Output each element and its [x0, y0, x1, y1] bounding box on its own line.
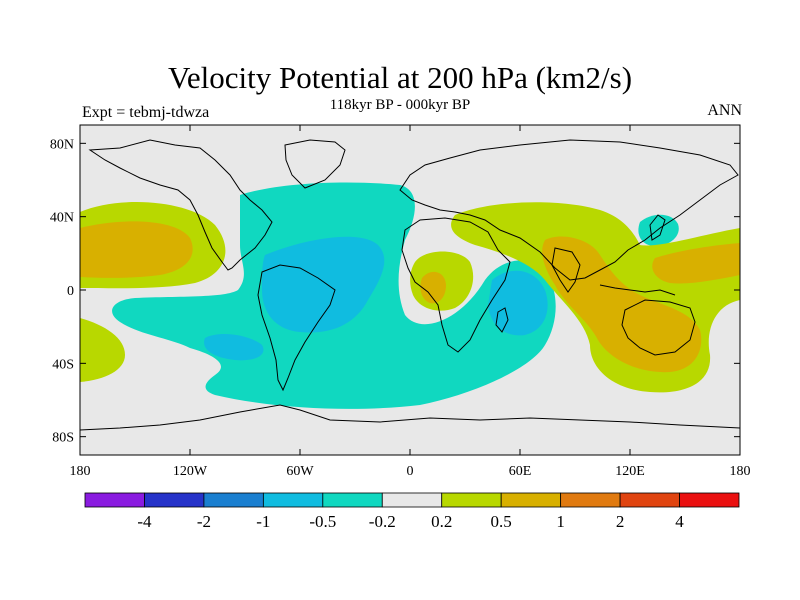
field-africa-orange	[420, 271, 446, 304]
colorbar-box	[619, 492, 680, 508]
coast-india	[551, 247, 581, 293]
colorbar-box	[322, 492, 383, 508]
field-indian-cyan	[488, 270, 548, 336]
coast-south-america	[257, 264, 336, 392]
season-label: ANN	[707, 102, 742, 119]
x-tick-label: 0	[407, 464, 414, 479]
colorbar-box	[441, 492, 502, 508]
field-pacific-west-orange	[652, 243, 740, 284]
colorbar-box	[381, 492, 443, 508]
y-tick-label: 40S	[52, 357, 74, 372]
colorbar: -4 -2 -1 -0.5 -0.2 0.2 0.5 1 2 4	[84, 492, 740, 531]
y-tick-label: 40N	[50, 211, 74, 226]
colorbar-label: -2	[197, 512, 211, 531]
colorbar-label: -0.2	[369, 512, 396, 531]
plot-subtitle: 118kyr BP - 000kyr BP	[329, 97, 471, 113]
field-atlantic-cyan-core	[262, 236, 385, 333]
coast-north-america	[88, 139, 273, 271]
coast-antarctica	[80, 404, 740, 431]
field-south-pacific-cyan	[204, 334, 264, 361]
x-tick-label: 180	[70, 464, 91, 479]
field-pacific-north-orange	[80, 221, 193, 278]
plot-title: Velocity Potential at 200 hPa (km2/s)	[167, 60, 633, 95]
colorbar-label: -1	[256, 512, 270, 531]
coast-greenland	[284, 139, 346, 189]
coast-madagascar	[495, 307, 509, 333]
colorbar-box	[560, 492, 621, 508]
coast-australia	[621, 299, 696, 356]
x-tick-label: 180	[730, 464, 751, 479]
x-axis: 180 120W 60W 0 60E 120E 180	[70, 125, 751, 479]
contour-fields	[80, 182, 740, 409]
coastlines	[80, 139, 740, 431]
field-eurasia-orange	[542, 236, 702, 373]
x-tick-label: 60W	[286, 464, 314, 479]
coast-europe-asia	[399, 139, 739, 281]
field-pacific-south-light	[80, 318, 125, 382]
y-tick-label: 80S	[52, 431, 74, 446]
colorbar-label: -0.5	[309, 512, 336, 531]
colorbar-label: 1	[556, 512, 565, 531]
colorbar-label: 0.2	[431, 512, 452, 531]
y-tick-label: 0	[67, 284, 74, 299]
coast-indonesia	[599, 284, 676, 296]
colorbar-box	[262, 492, 324, 508]
x-tick-label: 120E	[615, 464, 645, 479]
x-tick-label: 60E	[509, 464, 532, 479]
y-tick-label: 80N	[50, 137, 74, 152]
experiment-label: Expt = tebmj-tdwza	[82, 104, 210, 121]
colorbar-label: 0.5	[491, 512, 512, 531]
colorbar-box	[84, 492, 145, 508]
y-axis: 80N 40N 0 40S 80S	[50, 137, 740, 446]
colorbar-box	[203, 492, 264, 508]
coast-africa	[401, 217, 511, 353]
colorbar-label: 4	[675, 512, 684, 531]
colorbar-box	[500, 492, 562, 508]
colorbar-label: -4	[137, 512, 152, 531]
colorbar-label: 2	[616, 512, 625, 531]
colorbar-box	[144, 492, 205, 508]
x-tick-label: 120W	[173, 464, 208, 479]
coast-japan	[649, 214, 666, 241]
colorbar-box	[679, 492, 740, 508]
